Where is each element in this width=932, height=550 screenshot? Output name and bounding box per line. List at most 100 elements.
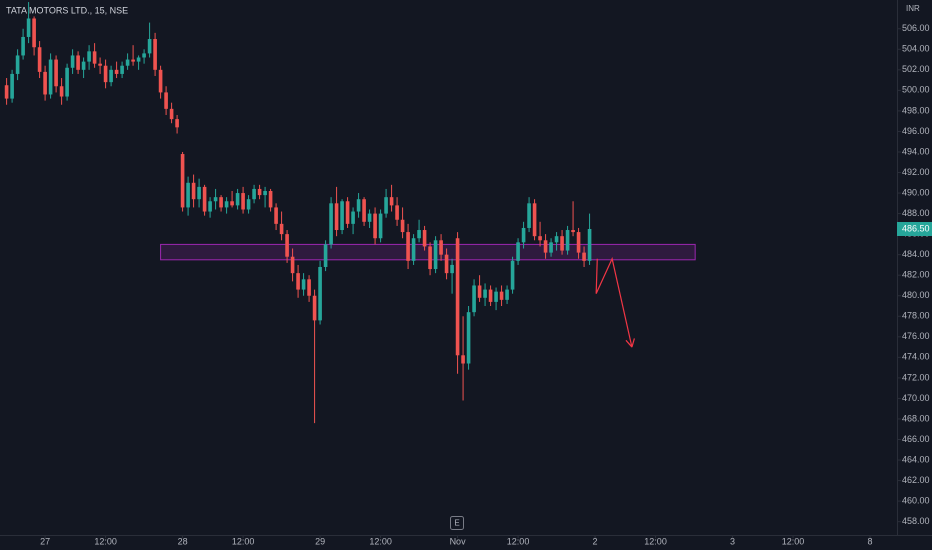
e-button-label[interactable]: E	[454, 519, 459, 528]
candle-body	[538, 236, 542, 241]
y-tick-label: 472.00	[902, 372, 930, 382]
candle-body	[81, 61, 86, 70]
x-tick-label: 12:00	[232, 536, 255, 546]
candle-body	[59, 86, 64, 97]
candle-body	[10, 73, 14, 99]
candle-body	[230, 201, 234, 206]
candle-body	[114, 69, 119, 74]
candle-body	[417, 230, 421, 239]
y-tick-label: 504.00	[902, 44, 930, 54]
x-tick-label: 12:00	[507, 536, 530, 546]
y-tick-label: 468.00	[902, 413, 930, 423]
y-tick-label: 496.00	[902, 126, 930, 136]
candle-body	[125, 59, 130, 66]
candle-body	[406, 232, 410, 261]
candle-body	[543, 240, 548, 253]
candle-body	[472, 285, 476, 313]
candle-body	[164, 92, 168, 109]
candle-body	[257, 188, 262, 196]
candle-body	[37, 47, 42, 72]
currency-label: INR	[906, 4, 920, 13]
candle-body	[186, 182, 190, 208]
candle-body	[136, 57, 141, 62]
candle-body	[202, 186, 207, 212]
x-tick-label: 29	[315, 536, 325, 546]
candle-body	[191, 182, 196, 200]
y-tick-label: 490.00	[902, 187, 930, 197]
y-tick-label: 458.00	[902, 516, 930, 526]
x-tick-label: 12:00	[644, 536, 667, 546]
candle-body	[450, 264, 454, 274]
candle-body	[488, 289, 493, 302]
candle-body	[587, 228, 592, 261]
candle-body	[153, 39, 157, 70]
candle-body	[169, 108, 174, 120]
candle-body	[433, 240, 438, 270]
candle-body	[356, 199, 361, 212]
candle-body	[400, 219, 405, 233]
candle-body	[103, 65, 108, 83]
candle-body	[158, 69, 163, 93]
candle-body	[411, 238, 416, 261]
x-tick-label: 8	[868, 536, 873, 546]
y-tick-label: 482.00	[902, 270, 930, 280]
y-tick-label: 492.00	[902, 167, 930, 177]
candle-body	[422, 230, 427, 247]
x-tick-label: 12:00	[94, 536, 117, 546]
candle-body	[76, 55, 80, 70]
candle-body	[43, 71, 47, 95]
candle-body	[263, 190, 267, 196]
candle-body	[362, 199, 366, 222]
y-tick-label: 464.00	[902, 454, 930, 464]
y-tick-label: 476.00	[902, 331, 930, 341]
candle-body	[505, 289, 509, 300]
y-tick-label: 500.00	[902, 85, 930, 95]
x-tick-label: 2	[593, 536, 598, 546]
x-tick-label: 27	[40, 536, 50, 546]
arrow	[595, 256, 633, 348]
candle-body	[483, 289, 487, 298]
candle-body	[428, 246, 432, 270]
x-tick-label: 12:00	[782, 536, 805, 546]
y-tick-label: 474.00	[902, 352, 930, 362]
candle-body	[510, 260, 515, 290]
candle-body	[499, 291, 504, 300]
candle-body	[224, 201, 229, 208]
candle-body	[32, 18, 36, 48]
candle-body	[521, 227, 526, 243]
candle-body	[461, 355, 465, 364]
candle-body	[318, 266, 322, 321]
candle-body	[565, 230, 570, 251]
candle-body	[582, 252, 586, 261]
candle-body	[340, 201, 344, 231]
candle-body	[554, 236, 559, 243]
candle-body	[290, 256, 295, 274]
candle-body	[494, 291, 498, 302]
candle-body	[301, 279, 306, 290]
candle-body	[378, 213, 383, 239]
chart-title: TATA MOTORS LTD., 15, NSE	[6, 5, 128, 15]
y-tick-label: 488.00	[902, 208, 930, 218]
candle-body	[329, 203, 333, 245]
candle-body	[389, 197, 394, 206]
candle-body	[98, 63, 102, 66]
candle-body	[219, 197, 223, 208]
x-tick-label: 3	[730, 536, 735, 546]
candle-body	[65, 67, 69, 97]
y-tick-label: 478.00	[902, 311, 930, 321]
candle-body	[384, 197, 388, 214]
candle-body	[367, 213, 372, 222]
last-price-box	[897, 221, 932, 236]
candle-body	[444, 254, 449, 274]
candle-body	[455, 238, 460, 356]
x-tick-label: 12:00	[369, 536, 392, 546]
candle-body	[4, 85, 9, 99]
candle-body	[334, 203, 339, 231]
candle-body	[92, 51, 97, 64]
y-tick-label: 502.00	[902, 64, 930, 74]
candle-body	[351, 211, 355, 224]
e-button[interactable]	[450, 516, 464, 530]
y-tick-label: 494.00	[902, 146, 930, 156]
